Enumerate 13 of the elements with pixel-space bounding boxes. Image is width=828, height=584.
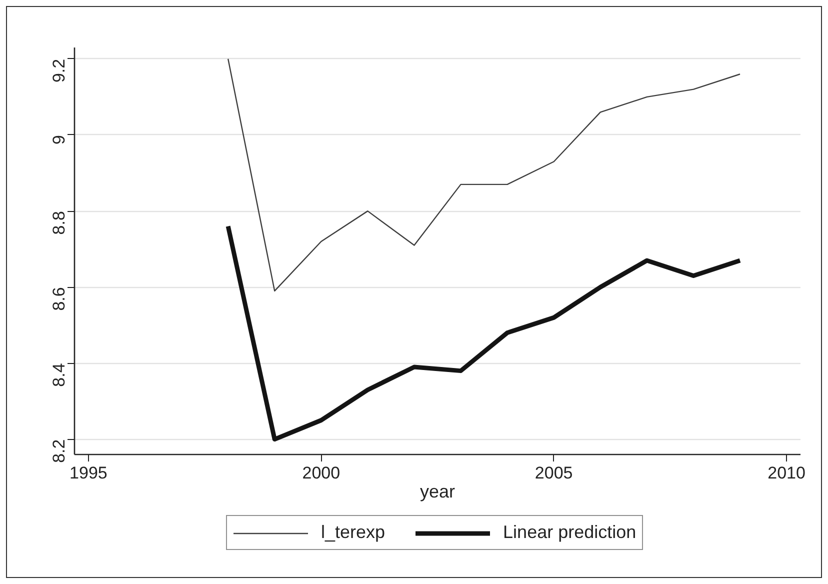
y-tick-label: 8.6 [50, 287, 68, 311]
legend-label: Linear prediction [503, 522, 636, 543]
y-tick-label: 9.2 [50, 58, 68, 83]
legend-label: l_terexp [321, 522, 386, 543]
y-tick-label: 8.4 [50, 363, 68, 387]
y-tick-label: 8.8 [50, 211, 68, 235]
y-tick-label: 9 [50, 134, 68, 144]
x-tick-label: 2000 [302, 464, 340, 482]
x-tick-label: 2010 [768, 464, 806, 482]
y-tick-label: 8.2 [50, 439, 68, 463]
x-tick-label: 2005 [534, 464, 573, 482]
x-tick-label: 1995 [70, 464, 108, 482]
x-axis-title: year [420, 482, 456, 502]
